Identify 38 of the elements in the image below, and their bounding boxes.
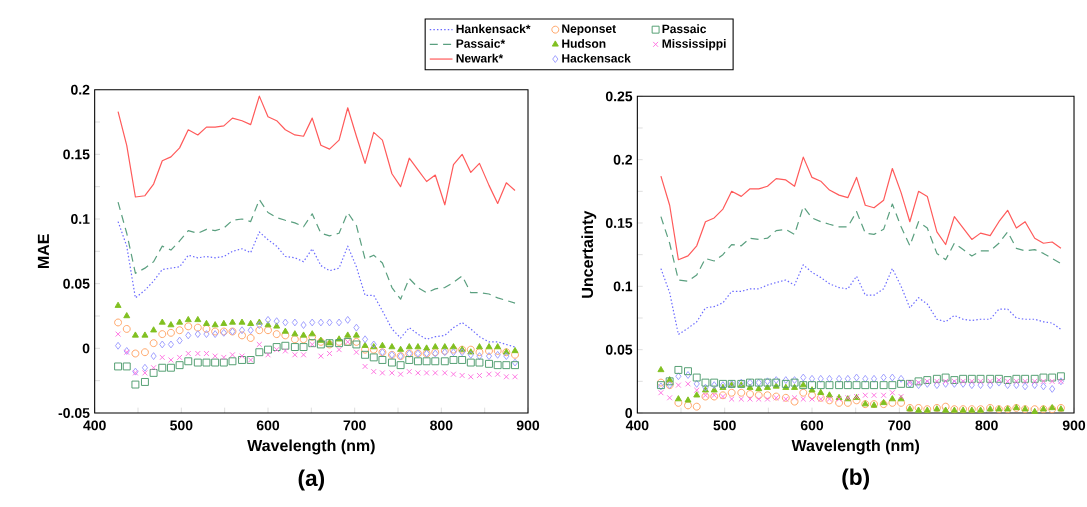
x-tick-label: 500 bbox=[170, 420, 193, 431]
y-axis-title: Uncertainty bbox=[581, 210, 597, 298]
y-tick-label: 0 bbox=[625, 408, 633, 418]
y-tick-label: 0.1 bbox=[613, 281, 633, 292]
y-tick-label: -0.05 bbox=[58, 408, 90, 418]
x-axis-title: Wavelength (nm) bbox=[791, 439, 920, 455]
x-tick-label: 900 bbox=[516, 420, 540, 431]
legend-label: Newark* bbox=[456, 53, 504, 63]
x-tick-label: 400 bbox=[625, 420, 649, 431]
y-tick-label: 0.15 bbox=[63, 149, 90, 160]
y-tick-label: 0.05 bbox=[63, 278, 90, 289]
y-axis-title: MAE bbox=[37, 234, 49, 269]
x-tick-label: 800 bbox=[975, 420, 998, 431]
legend-label: Passaic* bbox=[456, 39, 506, 48]
y-tick-label: 0.1 bbox=[71, 214, 90, 224]
legend-label: Neponset bbox=[562, 24, 616, 36]
y-tick-label: 0.05 bbox=[605, 344, 633, 355]
legend-label: Hankensack* bbox=[456, 24, 531, 34]
legend-label: Hudson bbox=[562, 39, 606, 48]
x-tick-label: 600 bbox=[800, 420, 824, 431]
x-tick-label: 600 bbox=[256, 420, 280, 431]
legend-label: Passaic bbox=[662, 24, 707, 34]
legend-label: Hackensack bbox=[562, 53, 631, 63]
y-tick-label: 0.2 bbox=[613, 154, 633, 165]
x-tick-label: 700 bbox=[888, 420, 911, 431]
x-tick-label: 900 bbox=[1062, 420, 1086, 431]
x-axis-title: Wavelength (nm) bbox=[247, 439, 375, 455]
legend-label: Mississippi bbox=[662, 39, 726, 51]
x-tick-label: 500 bbox=[713, 420, 736, 431]
x-tick-label: 800 bbox=[430, 420, 453, 431]
x-tick-label: 700 bbox=[343, 420, 366, 431]
y-tick-label: 0.25 bbox=[605, 91, 633, 102]
text: (b) bbox=[842, 468, 870, 490]
y-tick-label: 0 bbox=[82, 343, 90, 354]
text: (a) bbox=[298, 469, 325, 491]
y-tick-label: 0.15 bbox=[605, 218, 633, 228]
x-tick-label: 400 bbox=[83, 420, 106, 431]
y-tick-label: 0.2 bbox=[71, 84, 90, 95]
